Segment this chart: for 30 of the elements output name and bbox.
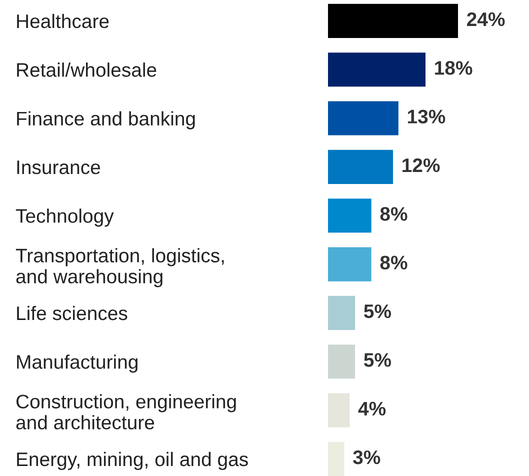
data-label: 4%	[358, 402, 386, 416]
data-label: 18%	[435, 61, 472, 75]
y-tick-label: Technology	[16, 208, 114, 227]
bar	[328, 442, 344, 476]
data-label: 5%	[364, 353, 392, 367]
bar	[328, 4, 458, 38]
bar	[328, 247, 372, 282]
data-label: 5%	[364, 304, 392, 318]
y-tick-label: Retail/wholesale	[17, 62, 156, 77]
y-tick-label: Energy, mining, oil and gas	[17, 452, 248, 470]
y-tick-label: Life sciences	[17, 306, 128, 320]
data-label: 12%	[402, 158, 440, 172]
bar	[328, 344, 356, 379]
data-label: 3%	[353, 450, 380, 464]
y-tick-label: Manufacturing	[17, 354, 138, 373]
bar	[328, 198, 372, 233]
data-label: 8%	[380, 256, 408, 270]
bar	[328, 52, 426, 87]
y-tick-label: Transportation, logistics, and warehousing	[16, 248, 224, 288]
bar	[328, 296, 356, 330]
bar	[328, 101, 398, 136]
data-label: 24%	[467, 12, 505, 26]
data-label: 13%	[408, 110, 446, 124]
bar	[328, 393, 350, 428]
y-tick-label: Construction, engineering and architecture	[16, 394, 236, 430]
y-tick-label: Healthcare	[17, 14, 109, 28]
y-tick-label: Finance and banking	[17, 111, 195, 130]
bar	[328, 150, 393, 184]
data-label: 8%	[380, 207, 408, 221]
y-tick-label: Insurance	[17, 160, 100, 174]
